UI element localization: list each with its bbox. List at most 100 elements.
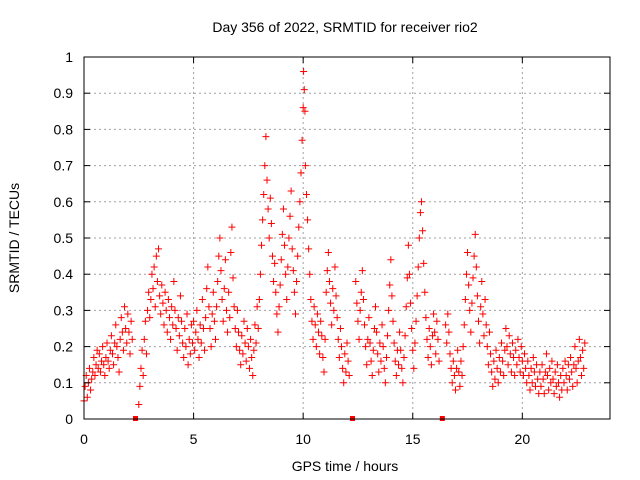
data-point bbox=[496, 368, 504, 376]
data-point bbox=[485, 328, 493, 336]
data-point bbox=[302, 191, 310, 199]
data-point bbox=[570, 361, 578, 369]
y-tick-labels: 0 0.1 0.2 0.3 0.4 0.5 0.6 0.7 0.8 0.9 1 bbox=[54, 49, 74, 427]
x-tick-label: 10 bbox=[295, 431, 311, 447]
data-point bbox=[231, 325, 239, 332]
data-point bbox=[369, 346, 377, 354]
chart-title: Day 356 of 2022, SRMTID for receiver rio… bbox=[212, 19, 478, 35]
data-point bbox=[459, 343, 467, 351]
data-point bbox=[230, 303, 238, 311]
data-point bbox=[468, 299, 476, 307]
data-point bbox=[127, 317, 135, 325]
data-point bbox=[490, 357, 498, 365]
data-point bbox=[342, 368, 350, 376]
data-point bbox=[159, 299, 167, 307]
data-point bbox=[542, 350, 550, 358]
data-point bbox=[357, 288, 365, 296]
data-point bbox=[511, 372, 519, 380]
data-point bbox=[260, 191, 268, 199]
data-point bbox=[186, 350, 194, 358]
axis-ticks bbox=[83, 56, 610, 420]
data-point bbox=[220, 285, 228, 293]
data-point bbox=[225, 288, 233, 296]
data-point bbox=[170, 277, 178, 285]
data-point bbox=[95, 350, 103, 358]
data-point bbox=[173, 346, 181, 354]
data-point bbox=[91, 372, 99, 380]
data-point bbox=[399, 379, 407, 387]
data-point bbox=[469, 274, 477, 282]
y-tick-label: 0.8 bbox=[54, 121, 74, 137]
data-point bbox=[388, 292, 396, 300]
data-point bbox=[201, 346, 209, 354]
data-point bbox=[118, 328, 126, 336]
data-point bbox=[149, 285, 157, 293]
data-point bbox=[444, 310, 452, 318]
data-point bbox=[190, 317, 198, 325]
data-point bbox=[431, 328, 439, 336]
data-point bbox=[567, 353, 575, 361]
data-point bbox=[499, 357, 507, 365]
data-point bbox=[243, 325, 251, 332]
data-point bbox=[338, 343, 346, 351]
data-point bbox=[377, 357, 385, 365]
data-point bbox=[203, 285, 211, 293]
data-point bbox=[253, 303, 261, 311]
data-point bbox=[139, 372, 147, 380]
y-axis-title: SRMTID / TECUs bbox=[6, 183, 22, 293]
data-point bbox=[155, 245, 163, 253]
data-point bbox=[167, 335, 175, 343]
data-point bbox=[178, 317, 186, 325]
data-point bbox=[208, 310, 216, 318]
data-point bbox=[137, 364, 145, 372]
data-point bbox=[467, 328, 475, 336]
data-point bbox=[169, 321, 177, 329]
data-point bbox=[450, 372, 458, 380]
data-point bbox=[425, 325, 433, 332]
data-point bbox=[319, 353, 327, 361]
data-point bbox=[472, 263, 480, 271]
data-point bbox=[352, 277, 360, 285]
data-point bbox=[181, 325, 189, 332]
data-point bbox=[112, 321, 120, 329]
data-point bbox=[267, 220, 275, 228]
data-point bbox=[265, 234, 273, 242]
data-point bbox=[296, 198, 304, 206]
data-point bbox=[516, 368, 524, 376]
data-point bbox=[261, 162, 269, 170]
data-point bbox=[403, 274, 411, 282]
data-point bbox=[100, 361, 108, 369]
data-point bbox=[479, 310, 487, 318]
data-point bbox=[364, 335, 372, 343]
data-point bbox=[239, 350, 247, 358]
data-point bbox=[375, 368, 383, 376]
data-point bbox=[212, 335, 219, 343]
data-point bbox=[124, 310, 132, 318]
y-tick-label: 0.6 bbox=[54, 194, 74, 210]
data-point bbox=[217, 267, 225, 275]
data-point bbox=[528, 379, 536, 387]
x-tick-labels: 0 5 10 15 20 bbox=[80, 431, 530, 447]
data-point bbox=[126, 350, 134, 358]
data-point bbox=[380, 364, 388, 372]
data-point bbox=[521, 350, 529, 358]
data-point bbox=[355, 335, 363, 343]
data-point bbox=[527, 364, 535, 372]
data-point bbox=[156, 292, 164, 300]
data-point bbox=[568, 368, 576, 376]
data-point bbox=[576, 353, 584, 361]
data-point bbox=[240, 317, 248, 325]
data-point bbox=[508, 339, 516, 347]
data-point bbox=[328, 321, 336, 329]
data-point bbox=[216, 234, 224, 242]
data-point bbox=[341, 350, 349, 358]
data-point bbox=[323, 267, 331, 275]
x-tick-label: 0 bbox=[80, 431, 88, 447]
data-point bbox=[266, 194, 274, 202]
data-point bbox=[494, 379, 502, 387]
data-point bbox=[273, 310, 281, 318]
data-point bbox=[548, 357, 556, 365]
data-point bbox=[420, 259, 428, 267]
data-point bbox=[245, 364, 253, 372]
data-point bbox=[507, 368, 515, 376]
